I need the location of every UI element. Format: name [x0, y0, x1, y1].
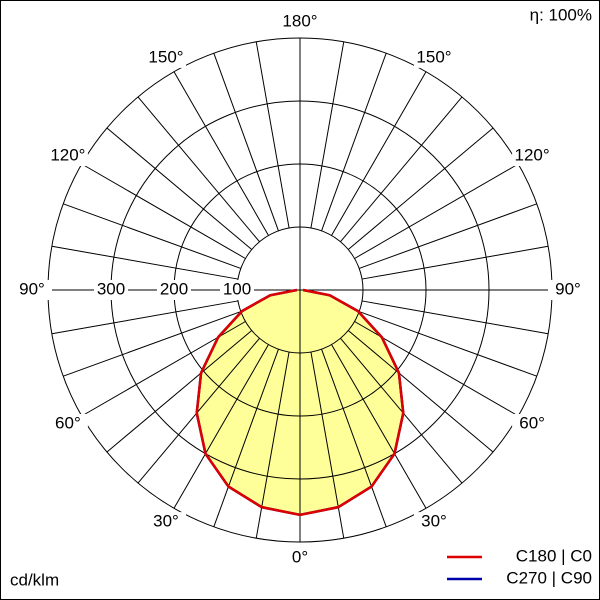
spoke — [51, 300, 239, 335]
spoke — [359, 311, 537, 377]
spoke — [106, 330, 253, 453]
spoke — [173, 71, 269, 236]
spoke — [347, 330, 494, 453]
tick-label-bg — [47, 414, 88, 434]
angle-tick-label: 60° — [519, 413, 545, 432]
unit-label: cd/klm — [10, 570, 59, 589]
spoke — [354, 163, 519, 259]
tick-label-bg — [512, 146, 553, 166]
angle-tick-label: 120° — [515, 145, 550, 164]
tick-label-bg — [220, 280, 254, 300]
tick-label-bg — [414, 512, 454, 533]
angle-tick-label: 0° — [292, 547, 308, 566]
spoke — [331, 344, 427, 509]
spoke — [137, 96, 260, 243]
angle-tick-label: 150° — [148, 47, 183, 66]
spoke — [361, 245, 549, 280]
tick-label-bg — [280, 12, 320, 32]
spoke — [359, 203, 537, 269]
spoke — [321, 349, 387, 527]
angle-tick-label: 120° — [50, 145, 85, 164]
tick-label-bg — [94, 280, 128, 300]
tick-label-bg — [12, 280, 52, 300]
tick-label-bg — [512, 414, 553, 434]
spoke — [213, 53, 279, 231]
spoke — [361, 300, 549, 335]
legend-label: C180 | C0 — [516, 546, 592, 565]
spoke — [51, 245, 239, 280]
spoke — [137, 337, 260, 484]
spoke — [81, 163, 246, 259]
spoke — [310, 41, 345, 229]
angle-tick-label: 60° — [55, 413, 81, 432]
spoke — [331, 71, 427, 236]
spoke — [63, 203, 241, 269]
tick-label-bg — [280, 548, 320, 568]
angle-tick-label: 90° — [19, 279, 45, 298]
tick-label-bg — [548, 280, 588, 300]
r-tick-label: 300 — [97, 279, 125, 298]
tick-label-bg — [47, 146, 88, 166]
spoke — [255, 41, 290, 229]
spoke — [106, 127, 253, 250]
tick-label-bg — [157, 280, 191, 300]
r-tick-label: 200 — [160, 279, 188, 298]
angle-tick-label: 30° — [421, 512, 447, 531]
spoke — [63, 311, 241, 377]
spoke — [173, 344, 269, 509]
angle-tick-label: 180° — [282, 11, 317, 30]
intensity-curve — [195, 288, 405, 517]
angle-tick-label: 150° — [416, 47, 451, 66]
legend-label: C270 | C90 — [506, 568, 592, 587]
tick-label-bg — [414, 47, 454, 68]
spoke — [340, 96, 463, 243]
tick-label-bg — [146, 512, 186, 533]
annotation: η: 100% — [530, 5, 592, 24]
spoke — [213, 349, 279, 527]
angle-tick-label: 30° — [153, 512, 179, 531]
spoke — [340, 337, 463, 484]
spoke — [321, 53, 387, 231]
spoke — [347, 127, 494, 250]
r-tick-label: 100 — [223, 279, 251, 298]
angle-tick-label: 90° — [555, 279, 581, 298]
tick-label-bg — [146, 47, 186, 68]
